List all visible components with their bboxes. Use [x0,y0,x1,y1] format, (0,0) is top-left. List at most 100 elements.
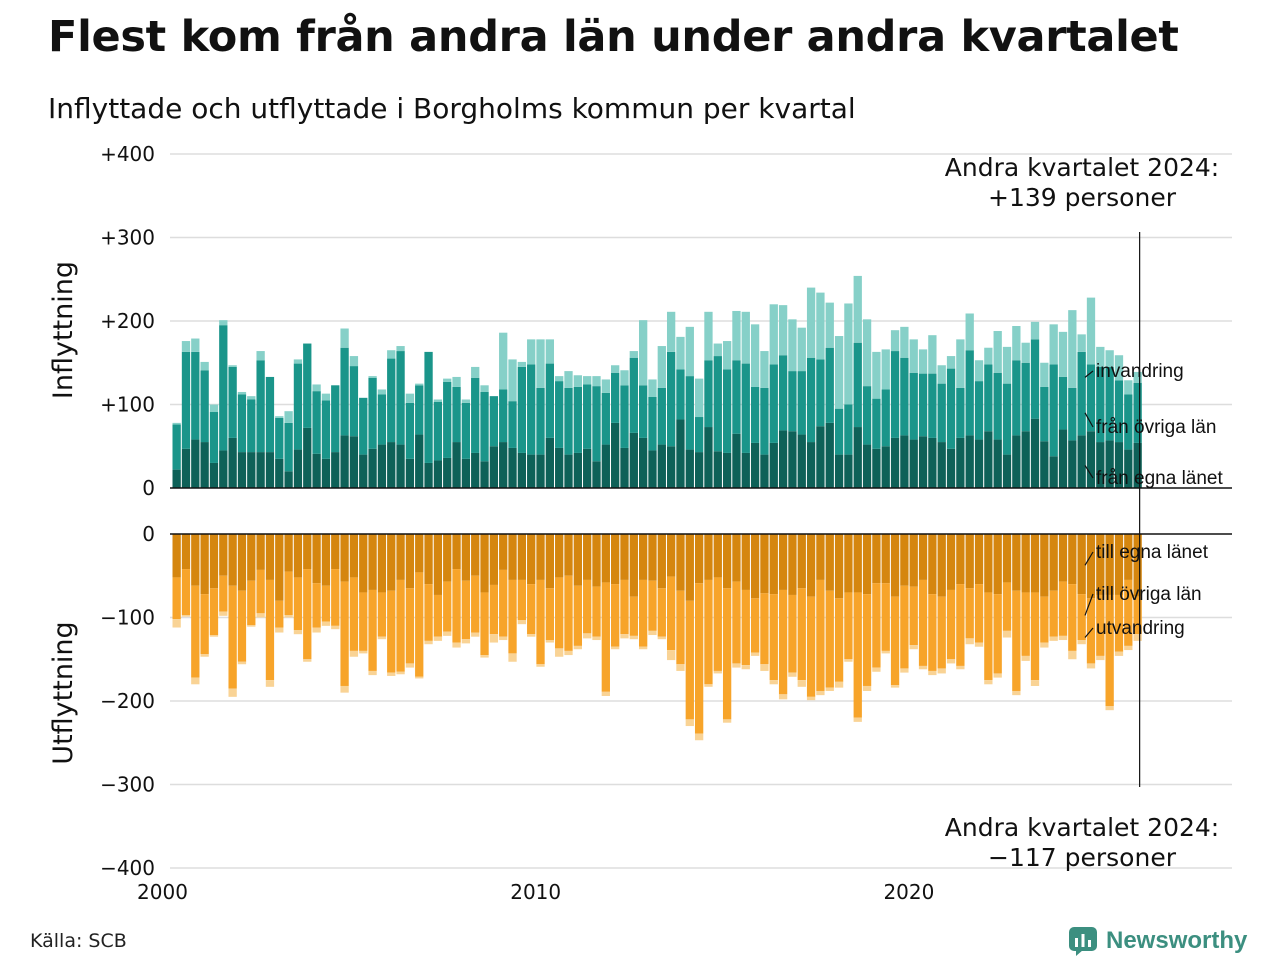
bar-in-1-25 [405,402,415,459]
bar-in-1-18 [340,347,349,436]
bar-in-2-49 [629,351,638,358]
bar-ut-2-3 [200,654,209,657]
bar-in-1-96 [1068,387,1077,441]
bar-in-0-0 [172,469,181,488]
bar-ut-1-36 [508,579,517,654]
bar-in-0-64 [769,442,778,488]
bar-in-0-12 [284,471,293,488]
bar-ut-0-39 [536,534,545,580]
bar-ut-2-0 [172,619,181,628]
bar-ut-2-90 [1012,690,1021,696]
bar-ut-1-86 [974,584,984,643]
bar-ut-2-24 [396,671,405,675]
bar-in-0-87 [984,431,993,488]
bar-ut-2-64 [769,680,778,685]
bar-in-2-71 [834,336,844,409]
bar-in-1-62 [750,386,760,443]
bar-ut-0-101 [1114,534,1124,595]
bar-in-2-90 [1012,326,1021,361]
bar-ut-2-96 [1068,650,1077,660]
bar-ut-2-32 [471,632,480,637]
bar-ut-1-84 [956,584,965,666]
bar-in-1-50 [639,385,648,438]
bar-ut-1-44 [583,579,592,634]
bar-ut-1-41 [555,577,564,649]
bar-ut-2-91 [1021,655,1030,661]
bar-ut-0-20 [359,534,368,593]
bar-in-0-36 [508,447,517,488]
bar-in-0-92 [1030,418,1040,488]
bar-in-1-29 [443,381,452,458]
bar-ut-2-11 [275,627,284,633]
bar-in-2-57 [704,311,713,361]
bar-ut-2-31 [461,639,471,644]
bar-ut-2-101 [1114,651,1124,656]
bar-ut-2-61 [741,665,750,670]
bar-ut-0-82 [937,534,946,597]
bar-in-1-103 [1133,382,1142,443]
bar-ut-1-50 [639,579,648,647]
y-axis-title-in: Inflyttning [48,261,79,399]
bar-in-0-88 [993,439,1002,488]
bar-ut-1-96 [1068,584,1077,651]
bar-ut-2-57 [704,684,713,687]
bar-in-0-74 [862,444,872,488]
bar-ut-2-66 [788,672,797,677]
bar-in-1-98 [1086,364,1096,432]
y-tick-label-in-3: +100 [100,393,155,417]
bar-in-0-86 [974,439,984,488]
bar-in-2-9 [256,351,265,361]
bar-in-0-65 [778,430,788,488]
bar-ut-1-13 [293,577,303,631]
bar-ut-1-15 [312,583,321,628]
bar-ut-2-16 [321,621,331,626]
bar-in-0-37 [517,452,527,488]
y-tick-label-ut-0: 0 [142,522,155,546]
bar-in-2-33 [480,385,489,392]
bar-in-1-80 [918,373,928,437]
chart-subtitle: Inflyttade och utflyttade i Borgholms ko… [48,92,856,125]
bar-ut-2-56 [694,733,704,741]
bar-in-1-58 [713,356,722,452]
bar-in-0-57 [704,427,713,488]
y-tick-label-ut-3: −300 [100,773,155,797]
bar-in-2-35 [499,332,508,390]
bar-in-1-6 [228,366,237,438]
bar-in-2-65 [778,305,788,356]
bar-ut-0-54 [676,534,685,591]
bar-in-0-34 [489,446,499,488]
bar-in-1-38 [527,364,536,455]
bar-ut-0-77 [890,534,900,597]
bar-in-1-48 [620,385,629,448]
bar-in-2-64 [769,304,778,365]
bar-in-1-95 [1058,376,1068,430]
bar-ut-1-0 [172,577,181,620]
bar-in-0-49 [629,432,638,488]
bar-ut-1-91 [1021,592,1030,656]
bar-ut-2-35 [499,636,508,641]
bar-ut-2-48 [620,634,629,639]
bar-ut-2-76 [881,650,890,654]
bar-in-2-86 [974,360,984,382]
bar-in-2-87 [984,347,993,365]
bar-ut-2-99 [1096,655,1105,661]
bar-ut-2-81 [928,670,937,676]
series-label-ut-1: till övriga län [1096,584,1202,605]
bar-ut-1-103 [1133,596,1142,635]
bar-ut-1-58 [713,577,722,671]
bar-ut-1-34 [489,584,499,635]
bar-ut-0-11 [275,534,284,601]
bar-ut-2-1 [181,615,191,617]
bar-ut-1-43 [573,585,582,646]
bar-ut-0-48 [620,534,629,580]
bar-in-1-46 [601,392,610,445]
bar-ut-0-17 [331,534,340,570]
bar-in-1-24 [396,351,405,445]
bar-ut-0-78 [900,534,909,586]
bar-ut-2-10 [265,680,275,687]
bar-ut-2-42 [564,650,573,656]
bar-ut-2-53 [666,650,676,661]
bar-in-2-100 [1105,350,1114,367]
bar-in-2-69 [816,292,825,360]
bar-in-2-48 [620,370,629,386]
